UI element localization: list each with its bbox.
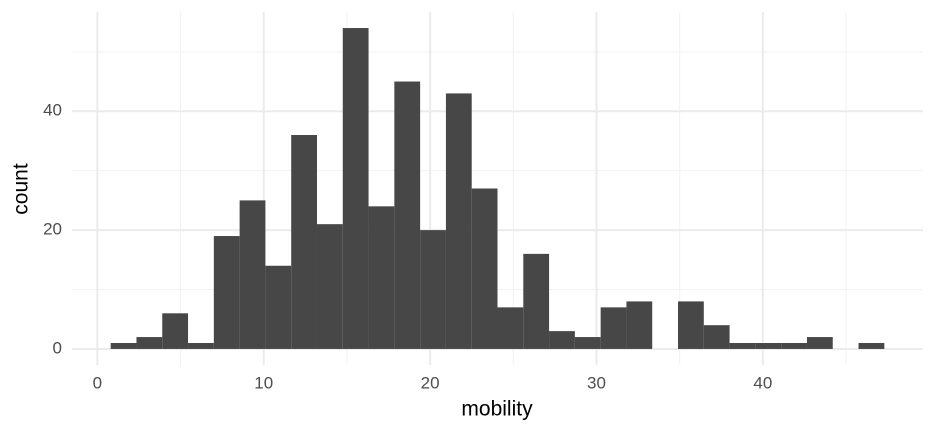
bar [523, 253, 550, 349]
bar [342, 28, 369, 349]
bar [471, 188, 498, 349]
bar [755, 343, 782, 349]
bar [574, 337, 601, 349]
bar [549, 331, 575, 349]
x-tick-label: 30 [587, 373, 606, 392]
y-tick-label: 40 [43, 101, 62, 120]
x-tick-label: 20 [421, 373, 440, 392]
bar [110, 343, 137, 349]
bar [162, 313, 189, 349]
bar [291, 135, 317, 349]
x-tick-label: 10 [254, 373, 273, 392]
bar [265, 265, 292, 349]
x-tick-label: 40 [753, 373, 772, 392]
bar [136, 337, 163, 349]
bar [368, 206, 395, 349]
bar [806, 337, 833, 349]
bar [420, 230, 446, 349]
bar [858, 343, 885, 349]
bar [729, 343, 756, 349]
bar [188, 343, 214, 349]
bar [316, 224, 343, 349]
x-axis-title: mobility [461, 398, 533, 421]
bar [781, 343, 807, 349]
bar [497, 307, 524, 349]
bar [213, 236, 240, 349]
y-axis-title: count [10, 163, 33, 215]
y-tick-label: 0 [53, 338, 62, 357]
bar [626, 301, 653, 349]
bar [239, 200, 266, 349]
x-tick-label: 0 [93, 373, 102, 392]
bar [600, 307, 627, 349]
bar [703, 325, 730, 349]
bar [394, 81, 421, 349]
y-tick-label: 20 [43, 220, 62, 239]
bar [445, 93, 472, 349]
bar [678, 301, 704, 349]
